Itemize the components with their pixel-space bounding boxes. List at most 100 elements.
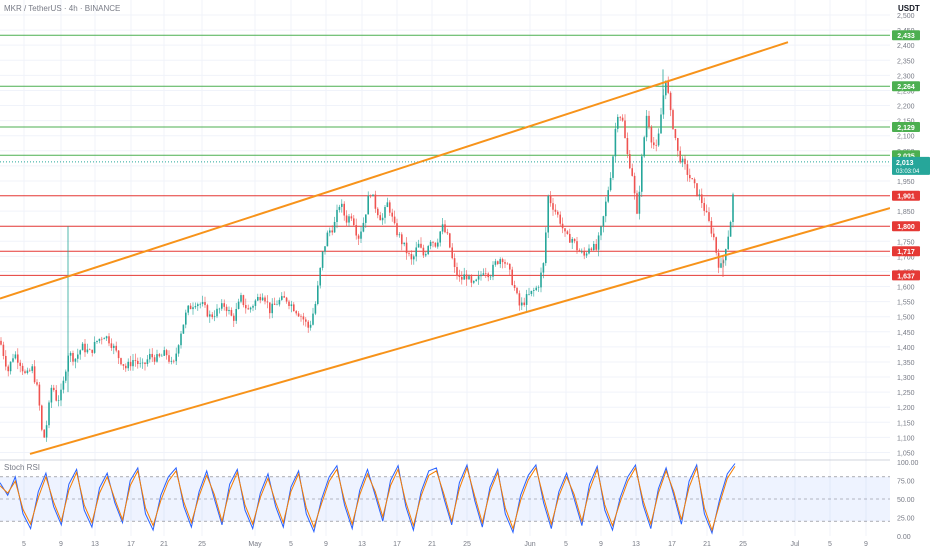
candle-body <box>571 238 573 243</box>
candle-body <box>492 264 494 277</box>
candle-body <box>461 277 463 280</box>
candle-body <box>564 228 566 232</box>
candle-body <box>153 357 156 362</box>
time-tick-label: Jun <box>524 541 535 548</box>
candle-body <box>698 194 701 196</box>
currency-label: USDT <box>898 4 920 13</box>
candle-body <box>530 290 533 294</box>
candle-body <box>31 366 33 371</box>
candle-body <box>86 349 89 353</box>
candle-body <box>77 354 79 359</box>
level-price-badge <box>892 81 920 92</box>
candle-body <box>422 247 425 256</box>
level-price-text: 1,901 <box>897 194 915 201</box>
candle-body <box>194 306 197 308</box>
candle-body <box>336 209 338 222</box>
candle-body <box>686 164 689 175</box>
candle-body <box>653 142 655 146</box>
candle-body <box>57 400 60 401</box>
candle-body <box>297 313 300 317</box>
candle-body <box>458 275 461 278</box>
price-tick-label: 2,400 <box>897 43 915 50</box>
time-tick-label: 17 <box>393 541 401 548</box>
candle-body <box>595 243 597 250</box>
price-tick-label: 1,700 <box>897 254 915 261</box>
candle-body <box>45 425 48 438</box>
candle-body <box>715 237 717 253</box>
trendline <box>0 41 789 300</box>
level-price-badge <box>892 221 920 232</box>
candle-body <box>410 254 413 260</box>
candle-body <box>177 345 180 354</box>
candle-body <box>597 235 600 250</box>
candle-body <box>372 194 374 197</box>
candle-body <box>489 276 492 278</box>
candle-body <box>161 355 163 357</box>
candle-body <box>175 353 177 362</box>
candle-body <box>583 251 585 256</box>
candle-body <box>252 305 254 308</box>
price-tick-label: 1,550 <box>897 300 915 307</box>
candle-body <box>648 115 650 127</box>
candle-body <box>609 177 612 191</box>
candle-body <box>103 338 105 340</box>
candle-body <box>29 370 31 372</box>
time-tick-label: 21 <box>160 541 168 548</box>
candle-body <box>48 402 50 426</box>
candle-body <box>271 303 273 314</box>
candle-body <box>569 233 571 243</box>
price-tick-label: 2,300 <box>897 73 915 80</box>
candle-body <box>444 224 446 233</box>
price-tick-label: 1,950 <box>897 179 915 186</box>
candle-body <box>2 344 5 356</box>
candle-body <box>26 370 29 373</box>
candle-body <box>413 256 415 260</box>
time-tick-label: 25 <box>198 541 206 548</box>
candle-body <box>127 361 129 369</box>
candle-body <box>552 203 554 210</box>
candle-body <box>314 303 317 314</box>
candle-body <box>593 243 595 250</box>
candle-body <box>189 305 192 310</box>
candle-body <box>701 194 703 204</box>
candle-body <box>732 194 734 223</box>
candle-body <box>79 350 81 355</box>
candle-body <box>710 220 713 234</box>
candle-body <box>523 302 525 305</box>
candle-body <box>14 354 17 359</box>
candle-body <box>197 304 199 307</box>
candle-body <box>89 349 91 351</box>
candle-body <box>602 216 605 227</box>
candle-body <box>333 221 336 233</box>
candle-body <box>525 294 528 305</box>
candle-body <box>499 259 501 264</box>
candle-body <box>504 262 506 264</box>
candle-body <box>357 235 360 239</box>
candle-body <box>221 303 223 309</box>
candle-body <box>0 340 2 345</box>
candle-body <box>269 302 271 314</box>
time-tick-label: 17 <box>668 541 676 548</box>
candle-body <box>17 354 19 363</box>
candle-body <box>91 349 93 353</box>
candle-body <box>624 120 626 139</box>
candle-body <box>420 243 422 248</box>
candles-layer <box>0 69 734 442</box>
candle-body <box>192 307 194 310</box>
candle-body <box>283 296 285 298</box>
time-tick-label: 9 <box>59 541 63 548</box>
candle-body <box>132 360 134 367</box>
candle-body <box>117 350 120 359</box>
time-tick-label: 13 <box>632 541 640 548</box>
candle-body <box>353 218 355 226</box>
candle-body <box>557 211 559 215</box>
stoch-tick-label: 50.00 <box>897 497 915 504</box>
candle-body <box>237 301 240 309</box>
candle-body <box>141 362 144 364</box>
candle-body <box>636 193 638 214</box>
candle-body <box>427 246 429 255</box>
price-tick-label: 2,500 <box>897 13 915 20</box>
candle-body <box>713 233 715 238</box>
